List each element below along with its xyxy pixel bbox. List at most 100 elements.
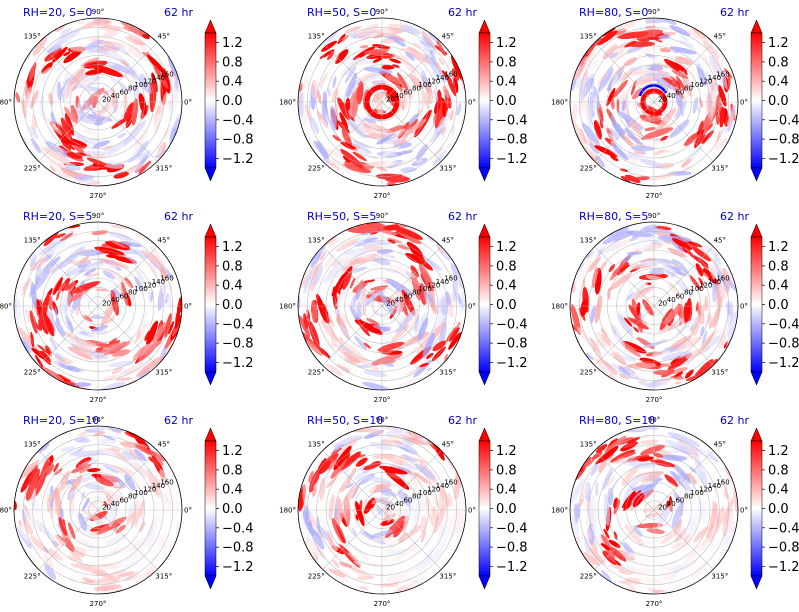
field-cell — [421, 34, 434, 49]
field-cell — [607, 546, 627, 562]
colorbar: 1.2 0.8 0.4 0.0 −0.4 −0.8 −1.2 — [478, 19, 528, 182]
angular-gridline — [97, 450, 158, 511]
angular-tick-label: 270° — [90, 192, 107, 200]
radial-tick-label: 40 — [111, 92, 120, 100]
colorbar-tick-label: −0.4 — [496, 521, 528, 536]
angular-tick-label: 0° — [184, 303, 192, 311]
field-cell — [678, 40, 695, 48]
field-cell — [21, 278, 32, 291]
field-cell — [688, 560, 703, 578]
angular-gridline — [653, 450, 714, 511]
angular-gridline — [97, 509, 158, 570]
radial-tick-label: 160 — [160, 70, 173, 78]
field-cell — [164, 343, 174, 353]
field-cell — [357, 556, 364, 560]
angular-tick-label: 0° — [468, 303, 476, 311]
radial-tick-label: 140 — [708, 74, 721, 82]
field-cell — [330, 332, 338, 347]
field-cell — [388, 474, 402, 480]
colorbar-body — [478, 32, 491, 169]
field-cell — [423, 546, 434, 567]
field-cell — [20, 464, 38, 493]
field-cell — [53, 462, 59, 473]
field-cell — [322, 147, 346, 160]
field-cell — [684, 247, 695, 259]
radial-tick-label: 20 — [386, 299, 395, 307]
colorbar-tick-label: 0.8 — [496, 463, 517, 478]
field-cell — [355, 23, 379, 38]
field-cell — [677, 484, 685, 493]
field-cell — [112, 288, 122, 298]
field-cell — [642, 342, 661, 348]
field-cell — [588, 58, 599, 72]
angular-gridline — [97, 42, 158, 103]
field-cell — [67, 338, 83, 348]
field-cell — [664, 264, 687, 277]
field-cell — [303, 313, 309, 330]
field-cell — [129, 39, 141, 54]
angular-tick-label: 270° — [646, 396, 663, 404]
field-cell — [403, 118, 427, 137]
field-cell — [21, 341, 31, 354]
field-cell — [608, 264, 616, 273]
angular-gridline — [653, 42, 714, 103]
field-cell — [607, 227, 625, 238]
field-cell — [123, 458, 152, 478]
field-cell — [725, 301, 733, 319]
field-cell — [624, 174, 641, 184]
field-cell — [167, 531, 172, 540]
radial-tick-label: 60 — [403, 292, 412, 300]
field-cell — [67, 522, 76, 540]
panel-time-label: 62 hr — [164, 210, 193, 223]
radial-tick-label: 60 — [119, 292, 128, 300]
field-cell — [327, 51, 335, 61]
field-cell — [371, 498, 378, 505]
field-cell — [588, 143, 599, 155]
field-cell — [380, 244, 394, 249]
colorbar-tick-label: 0.0 — [222, 298, 243, 313]
field-cell — [637, 456, 654, 462]
field-cell — [76, 248, 92, 253]
angular-tick-label: 0° — [740, 99, 748, 107]
field-cell — [421, 70, 429, 90]
field-cell — [608, 373, 617, 380]
radial-tick-label: 140 — [152, 482, 165, 490]
field-cell — [434, 98, 443, 129]
colorbar-tick-label: −0.8 — [222, 337, 254, 352]
field-cell — [437, 246, 444, 255]
angular-tick-label: 45° — [442, 237, 454, 245]
field-cell — [671, 241, 685, 253]
field-cell — [591, 266, 598, 289]
field-cell — [133, 449, 147, 462]
field-cell — [377, 241, 392, 246]
field-cell — [46, 497, 51, 514]
field-cell — [669, 367, 688, 375]
field-cell — [621, 340, 647, 354]
field-cell — [55, 352, 66, 362]
field-cell — [689, 507, 700, 540]
field-cell — [408, 369, 418, 374]
field-cell — [663, 303, 683, 325]
field-cell — [597, 30, 618, 46]
radial-tick-label: 60 — [403, 88, 412, 96]
field-cell — [604, 241, 622, 254]
field-cell — [578, 261, 585, 272]
field-cell — [170, 484, 177, 501]
field-cell — [364, 255, 381, 261]
field-cell — [383, 268, 398, 274]
colorbar-tick-label: 1.2 — [496, 36, 517, 51]
field-cell — [22, 518, 34, 536]
field-cell — [152, 321, 167, 344]
field-cell — [92, 563, 120, 570]
angular-tick-label: 270° — [646, 192, 663, 200]
field-cell — [147, 261, 159, 276]
field-cell — [108, 501, 116, 528]
radial-tick-label: 40 — [111, 296, 120, 304]
field-cell — [456, 102, 462, 116]
field-cell — [30, 89, 39, 109]
field-cell — [660, 454, 688, 461]
field-cell — [668, 577, 677, 581]
field-cell — [701, 130, 714, 144]
field-cell — [82, 577, 95, 583]
